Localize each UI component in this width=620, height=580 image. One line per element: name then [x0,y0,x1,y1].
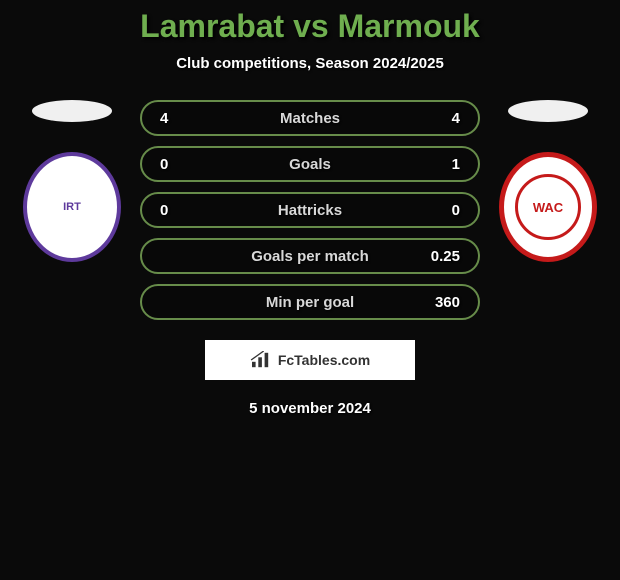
content-area: IRT 4 Matches 4 0 Goals 1 0 Hattricks 0 … [22,100,598,320]
team-crest-right: WAC [499,152,597,262]
page-title: Lamrabat vs Marmouk [140,8,480,45]
right-side: WAC [498,100,598,262]
stat-right-value: 0.25 [422,248,460,265]
stat-label: Goals per match [198,248,422,265]
stat-right-value: 360 [422,294,460,311]
team-crest-right-label: WAC [533,200,563,215]
player-left-silhouette [32,100,112,122]
stat-row: Min per goal 360 [140,284,480,320]
page-subtitle: Club competitions, Season 2024/2025 [176,55,444,72]
stat-left-value: 0 [160,202,198,219]
stat-row: 0 Goals 1 [140,146,480,182]
stat-label: Matches [198,110,422,127]
stat-label: Goals [198,156,422,173]
stat-row: Goals per match 0.25 [140,238,480,274]
footer-date: 5 november 2024 [249,400,371,417]
team-crest-left-label: IRT [63,201,81,213]
left-side: IRT [22,100,122,262]
stats-list: 4 Matches 4 0 Goals 1 0 Hattricks 0 Goal… [140,100,480,320]
stat-right-value: 4 [422,110,460,127]
stat-left-value: 0 [160,156,198,173]
bar-chart-icon [250,351,272,369]
stat-label: Hattricks [198,202,422,219]
stat-row: 0 Hattricks 0 [140,192,480,228]
player-right-silhouette [508,100,588,122]
stat-right-value: 0 [422,202,460,219]
team-crest-left: IRT [23,152,121,262]
attribution-text: FcTables.com [278,352,370,368]
stat-label: Min per goal [198,294,422,311]
stat-left-value: 4 [160,110,198,127]
stat-row: 4 Matches 4 [140,100,480,136]
attribution-badge: FcTables.com [205,340,415,380]
stat-right-value: 1 [422,156,460,173]
